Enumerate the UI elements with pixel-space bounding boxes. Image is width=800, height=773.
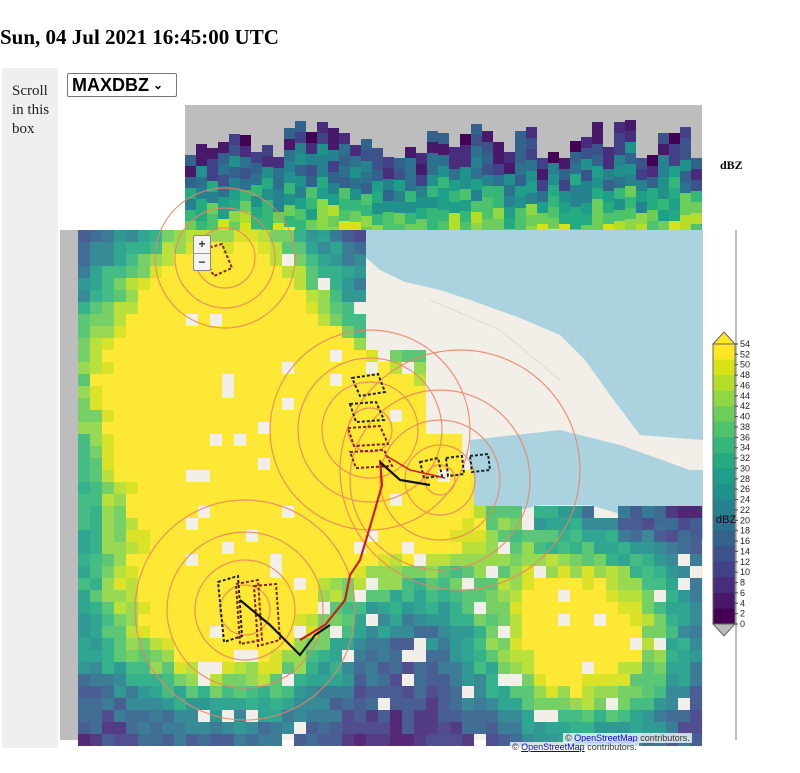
colorbar-segment <box>713 375 735 392</box>
colorbar-tick-label: 32 <box>740 453 750 463</box>
colorbar-segment <box>713 546 735 563</box>
colorbar-segment <box>713 344 735 361</box>
scroll-panel[interactable] <box>2 68 58 748</box>
colorbar-tick-label: 50 <box>740 360 750 370</box>
colorbar-segment <box>713 452 735 469</box>
colorbar-segment <box>713 561 735 578</box>
colorbar-segment <box>713 437 735 454</box>
colorbar-tick-label: 20 <box>740 515 750 525</box>
storm-tracks <box>239 454 446 657</box>
colorbar-tick-label: 42 <box>740 401 750 411</box>
zoom-in-button[interactable]: + <box>198 237 206 251</box>
colorbar-tick-label: 52 <box>740 349 750 359</box>
map-attribution: © OpenStreetMap contributors. <box>563 733 692 743</box>
colorbar-segment <box>713 592 735 609</box>
colorbar-unit-top: dBZ <box>720 158 743 172</box>
colorbar-tick-label: 36 <box>740 432 750 442</box>
sea-area-north <box>300 230 703 440</box>
colorbar-tick-label: 34 <box>740 443 750 453</box>
colorbar-tick-label: 2 <box>740 609 745 619</box>
colorbar-tick-label: 22 <box>740 505 750 515</box>
colorbar-segment <box>713 468 735 485</box>
colorbar-max-arrow <box>711 331 737 345</box>
osm-link-lower[interactable]: OpenStreetMap <box>521 742 585 752</box>
colorbar-segment <box>713 577 735 594</box>
colorbar-tick-label: 16 <box>740 536 750 546</box>
colorbar-tick-label: 54 <box>740 339 750 349</box>
colorbar-tick-label: 18 <box>740 526 750 536</box>
colorbar-tick-label: 44 <box>740 391 750 401</box>
colorbar-segment <box>713 608 735 625</box>
colorbar-tick-label: 30 <box>740 463 750 473</box>
colorbar-tick-label: 28 <box>740 474 750 484</box>
colorbar-segment <box>713 421 735 438</box>
osm-link[interactable]: OpenStreetMap <box>574 733 638 743</box>
colorbar-min-arrow <box>711 623 737 637</box>
colorbar-segment <box>713 515 735 532</box>
colorbar: 5452504846444240383634323028262422201816… <box>711 331 750 637</box>
map-attribution-lower: © OpenStreetMap contributors. <box>510 742 639 752</box>
colorbar-tick-label: 48 <box>740 370 750 380</box>
colorbar-segment <box>713 390 735 407</box>
colorbar-unit-label: dBZ <box>716 514 736 526</box>
colorbar-tick-label: 24 <box>740 495 750 505</box>
scroll-hint: Scroll in this box <box>12 83 50 137</box>
scrollbar[interactable] <box>735 230 737 740</box>
colorbar-tick-label: 38 <box>740 422 750 432</box>
field-select-value: MAXDBZ <box>72 74 149 95</box>
colorbar-tick-label: 46 <box>740 380 750 390</box>
colorbar-tick-label: 6 <box>740 588 745 598</box>
colorbar-segment <box>713 484 735 501</box>
colorbar-tick-label: 0 <box>740 619 745 629</box>
colorbar-segment <box>713 406 735 423</box>
colorbar-tick-label: 4 <box>740 598 745 608</box>
colorbar-tick-label: 40 <box>740 412 750 422</box>
field-select[interactable]: MAXDBZ ⌄ <box>67 73 177 97</box>
zoom-out-button[interactable]: − <box>194 253 210 271</box>
colorbar-tick-label: 14 <box>740 546 750 556</box>
colorbar-segment <box>713 530 735 547</box>
colorbar-tick-label: 8 <box>740 578 745 588</box>
colorbar-tick-label: 12 <box>740 557 750 567</box>
no-data-strip <box>60 230 78 740</box>
zoom-control: + − <box>193 235 211 271</box>
chevron-down-icon: ⌄ <box>153 78 164 92</box>
colorbar-segment <box>713 359 735 376</box>
colorbar-tick-label: 26 <box>740 484 750 494</box>
colorbar-segment <box>713 499 735 516</box>
storm-contours <box>198 242 492 648</box>
colorbar-tick-label: 10 <box>740 567 750 577</box>
timestamp: Sun, 04 Jul 2021 16:45:00 UTC <box>0 25 279 49</box>
